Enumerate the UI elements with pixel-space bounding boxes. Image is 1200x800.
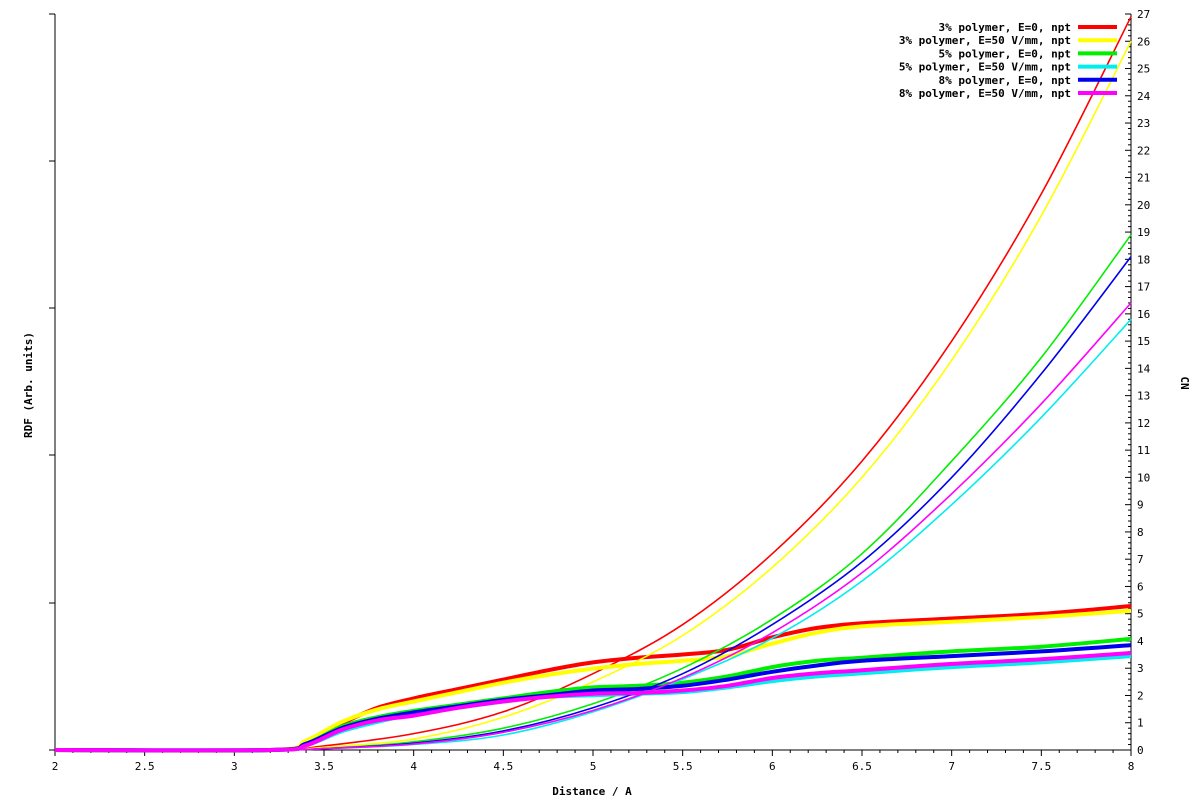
y-right-tick-label: 17 [1137,281,1150,294]
y-right-tick-label: 10 [1137,471,1150,484]
legend-label: 3% polymer, E=50 V/mm, npt [899,34,1071,47]
y-right-tick-label: 23 [1137,117,1150,130]
y-right-tick-label: 8 [1137,526,1144,539]
series-cn-line [54,302,1132,751]
y-right-tick-label: 14 [1137,362,1151,375]
legend-label: 8% polymer, E=50 V/mm, npt [899,87,1071,100]
y-right-tick-label: 11 [1137,444,1150,457]
legend-label: 5% polymer, E=50 V/mm, npt [899,61,1071,74]
series-rdf-line [54,651,1132,753]
x-tick-label: 4 [410,760,417,773]
y-right-tick-label: 16 [1137,308,1150,321]
right-y-axis-title: CN [1178,376,1191,389]
right-y-axis-ticks: 0123456789101112131415161718192021222324… [1125,8,1151,757]
x-tick-label: 5.5 [673,760,693,773]
x-tick-label: 3 [231,760,238,773]
y-right-tick-label: 15 [1137,335,1150,348]
x-tick-label: 7.5 [1031,760,1051,773]
left-y-axis-title: RDF (Arb. units) [22,332,35,438]
legend-label: 5% polymer, E=0, npt [939,47,1071,60]
series-rdf-line [54,604,1132,753]
y-right-tick-label: 6 [1137,580,1144,593]
y-right-tick-label: 3 [1137,662,1144,675]
x-tick-label: 4.5 [493,760,513,773]
y-right-tick-label: 7 [1137,553,1144,566]
x-tick-label: 6 [769,760,776,773]
x-tick-label: 6.5 [852,760,872,773]
plot-frame [54,14,1132,751]
x-tick-label: 3.5 [314,760,334,773]
y-right-tick-label: 26 [1137,35,1150,48]
x-tick-label: 5 [590,760,597,773]
legend-label: 3% polymer, E=0, npt [939,21,1071,34]
y-right-tick-label: 22 [1137,144,1150,157]
legend-label: 8% polymer, E=0, npt [939,74,1071,87]
x-tick-label: 2.5 [135,760,155,773]
x-tick-label: 2 [52,760,59,773]
y-right-tick-label: 18 [1137,253,1150,266]
y-right-tick-label: 2 [1137,689,1144,702]
y-right-tick-label: 12 [1137,417,1150,430]
series-cn-line [54,16,1132,752]
y-right-tick-label: 27 [1137,8,1150,21]
x-axis-title: Distance / A [552,785,632,798]
y-right-tick-label: 25 [1137,63,1150,76]
y-right-tick-label: 9 [1137,499,1144,512]
y-right-tick-label: 21 [1137,172,1150,185]
series-lines [54,16,1132,753]
y-right-tick-label: 19 [1137,226,1150,239]
x-tick-label: 8 [1128,760,1135,773]
y-right-tick-label: 4 [1137,635,1144,648]
y-right-tick-label: 0 [1137,744,1144,757]
series-cn-line [54,40,1132,752]
y-right-tick-label: 20 [1137,199,1150,212]
y-right-tick-label: 13 [1137,390,1150,403]
series-rdf-line [54,608,1132,753]
y-right-tick-label: 1 [1137,717,1144,730]
series-cn-line [54,256,1132,751]
x-tick-label: 7 [948,760,955,773]
x-axis-ticks: 2 2.5 3 3.5 4 4.5 5 5.5 6 6.5 7 7.5 8 [52,750,1135,773]
y-right-tick-label: 24 [1137,90,1151,103]
y-right-tick-label: 5 [1137,608,1144,621]
series-cn-line [54,234,1132,751]
left-y-axis-ticks [49,13,55,751]
